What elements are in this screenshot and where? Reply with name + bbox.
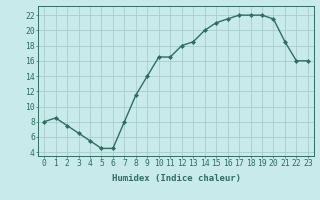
- X-axis label: Humidex (Indice chaleur): Humidex (Indice chaleur): [111, 174, 241, 183]
